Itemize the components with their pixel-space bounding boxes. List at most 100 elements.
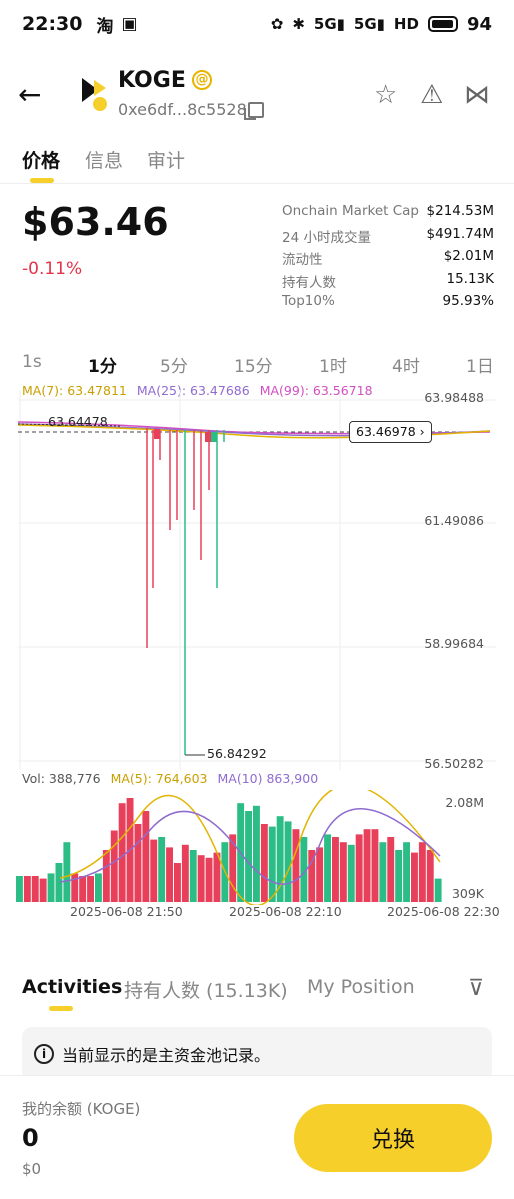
vol-ma5-label: MA(5): 764,603: [110, 771, 208, 786]
volume-bar: [47, 873, 55, 902]
star-icon[interactable]: ☆: [374, 80, 398, 110]
tab-price[interactable]: 价格: [22, 150, 61, 172]
volume-bar: [189, 850, 197, 902]
interval-1h[interactable]: 1时: [319, 357, 347, 377]
swap-button[interactable]: 兑换: [294, 1104, 492, 1172]
vol-ma5-line: [59, 790, 441, 905]
status-bar: 22:30 淘 ▣ ✿ ✱ 5G▮ 5G▮ HD 94: [0, 0, 514, 48]
current-price-tag[interactable]: 63.46978 ›: [349, 421, 432, 443]
low-marker: 56.84292: [207, 746, 267, 761]
copy-icon[interactable]: [244, 102, 264, 120]
status-time: 22:30: [22, 13, 83, 35]
volume-bar: [268, 826, 276, 902]
volume-bar: [284, 821, 292, 902]
volume-bar: [403, 842, 410, 902]
volume-bar: [213, 852, 221, 902]
tab-activities[interactable]: Activities: [22, 976, 123, 998]
vol-ma10-label: MA(10) 863,900: [217, 771, 319, 786]
vol-y-tick: 309K: [451, 886, 484, 901]
interval-4h[interactable]: 4时: [392, 357, 420, 377]
volume-bar: [245, 811, 252, 902]
volume-bar: [426, 850, 434, 902]
activities-tab-indicator: [49, 1006, 73, 1011]
volume-bar: [16, 876, 23, 902]
volume-bar: [142, 811, 150, 902]
hd-icon: HD: [393, 15, 419, 33]
interval-selector: 1s 1分 5分 15分 1时 4时 1日: [0, 348, 514, 378]
activities-tabs: Activities 持有人数 (15.13K) My Position ⊽: [0, 972, 514, 1012]
volume-bar: [134, 824, 142, 902]
bluetooth-icon: ✱: [292, 15, 305, 33]
interval-15m[interactable]: 15分: [234, 357, 273, 377]
volume-bar: [371, 829, 379, 902]
share-icon[interactable]: ⋈: [464, 80, 490, 110]
balance-footer: 我的余额 (KOGE) 0 $0 兑换: [0, 1075, 514, 1199]
interval-1m[interactable]: 1分: [88, 357, 117, 377]
volume-bar: [63, 842, 71, 902]
alpha-badge: @: [192, 70, 212, 90]
alert-icon[interactable]: ⚠: [420, 80, 444, 110]
volume-legend: Vol: 388,776 MA(5): 764,603 MA(10) 863,9…: [22, 771, 318, 786]
volume-bar: [324, 834, 331, 902]
token-stats: Onchain Market Cap $214.53M 24 小时成交量 $491.…: [282, 203, 494, 316]
interval-5m[interactable]: 5分: [160, 357, 188, 377]
stat-row: 持有人数 15.13K: [282, 270, 494, 291]
volume-bar: [363, 829, 371, 902]
volume-chart: [16, 790, 442, 905]
balance-label: 我的余额 (KOGE): [22, 1100, 141, 1118]
ma-legend: MA(7): 63.47811 MA(25): 63.47686 MA(99):…: [22, 383, 373, 398]
contract-address: 0xe6df...8c5528: [118, 100, 247, 119]
volume-bar: [23, 876, 31, 902]
hotspot-icon: ✿: [270, 15, 284, 33]
y-tick: 58.99684: [424, 636, 484, 651]
volume-bar: [229, 834, 237, 902]
tab-info[interactable]: 信息: [85, 150, 124, 172]
candlestick-chart[interactable]: [0, 380, 514, 770]
volume-bar: [332, 837, 339, 902]
volume-bar: [347, 844, 355, 902]
balance-usd: $0: [22, 1160, 42, 1178]
token-header: ← KOGE @ 0xe6df...8c5528 ☆ ⚠ ⋈: [0, 60, 514, 130]
interval-1s[interactable]: 1s: [22, 352, 42, 372]
pool-notice: i 当前显示的是主资金池记录。: [22, 1027, 492, 1081]
y-tick: 63.98488: [424, 390, 484, 405]
x-tick: 2025-06-08 22:10: [229, 904, 342, 919]
volume-bar: [102, 850, 110, 902]
volume-label: Vol: 388,776: [22, 771, 101, 786]
image-icon: ▣: [121, 14, 138, 34]
interval-1d[interactable]: 1日: [466, 357, 494, 377]
tab-audit[interactable]: 审计: [147, 150, 186, 172]
current-price: $63.46: [22, 200, 169, 244]
ma25-label: MA(25): 63.47686: [136, 383, 250, 398]
volume-bar: [39, 878, 47, 902]
token-logo: [82, 78, 107, 111]
filter-icon[interactable]: ⊽: [468, 976, 485, 1001]
main-tabs: 价格 信息 审计: [0, 140, 514, 184]
volume-bar: [205, 857, 213, 902]
volume-bar: [276, 816, 284, 902]
tab-my-position[interactable]: My Position: [307, 976, 415, 998]
volume-bar: [308, 850, 316, 902]
volume-bar: [181, 844, 189, 902]
price-change: -0.11%: [22, 259, 83, 279]
x-tick: 2025-06-08 21:50: [70, 904, 183, 919]
volume-bar: [55, 863, 63, 902]
volume-bar: [300, 837, 308, 902]
stat-row: 流动性 $2.01M: [282, 248, 494, 268]
battery-level: 94: [466, 13, 492, 35]
y-tick: 56.50282: [424, 756, 484, 771]
volume-bar: [166, 847, 173, 902]
vol-ma10-line: [59, 808, 441, 885]
volume-bar: [71, 873, 79, 902]
candle-body: [211, 432, 217, 442]
back-arrow-icon[interactable]: ←: [18, 78, 42, 111]
volume-bar: [174, 863, 181, 902]
ma99-label: MA(99): 63.56718: [259, 383, 373, 398]
volume-bar: [434, 878, 442, 902]
stat-row: Top10% 95.93%: [282, 293, 494, 309]
volume-bar: [197, 855, 205, 902]
tab-holders[interactable]: 持有人数 (15.13K): [124, 980, 288, 1002]
balance-amount: 0: [22, 1124, 39, 1152]
y-tick: 61.49086: [424, 513, 484, 528]
ma7-label: MA(7): 63.47811: [22, 383, 127, 398]
